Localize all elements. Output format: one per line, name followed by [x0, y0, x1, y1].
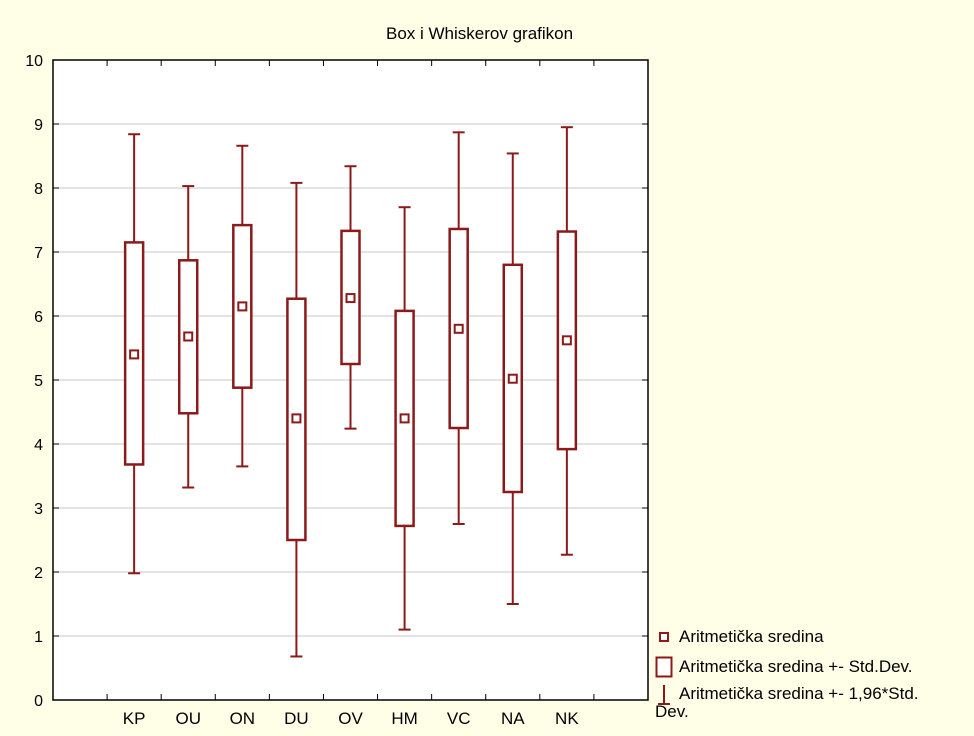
chart-title: Box i Whiskerov grafikon	[386, 24, 574, 43]
y-tick-label: 3	[34, 501, 43, 518]
x-tick-label: OV	[338, 709, 363, 728]
mean-marker-icon	[659, 632, 669, 642]
x-tick-label: NK	[555, 709, 579, 728]
mean-marker	[507, 373, 518, 384]
y-tick-label: 5	[34, 373, 43, 390]
y-tick-label: 6	[34, 309, 43, 326]
x-tick-label: VC	[447, 709, 471, 728]
x-tick-label: DU	[284, 709, 309, 728]
box-marker-icon	[655, 656, 673, 678]
x-tick-label: KP	[123, 709, 146, 728]
mean-marker	[561, 335, 572, 346]
mean-marker	[291, 413, 302, 424]
y-tick-label: 10	[25, 53, 43, 70]
mean-marker	[183, 331, 194, 342]
x-tick-label: ON	[230, 709, 256, 728]
x-tick-label: HM	[391, 709, 417, 728]
legend-item-whisker: Aritmetička sredina +- 1,96*Std.	[655, 683, 919, 705]
x-tick-label: OU	[175, 709, 201, 728]
legend-label-whisker-cont: Dev.	[655, 702, 689, 721]
mean-marker	[345, 293, 356, 304]
x-tick-label: NA	[501, 709, 525, 728]
y-axis: 0 1 2 3 4 5 6 7 8 9 10	[25, 53, 648, 710]
mean-marker	[399, 413, 410, 424]
mean-marker	[129, 349, 140, 360]
legend-label-mean: Aritmetička sredina	[679, 627, 824, 646]
y-tick-label: 7	[34, 245, 43, 262]
whisker-marker-icon	[658, 685, 670, 705]
y-tick-label: 1	[34, 629, 43, 646]
legend-item-box: Aritmetička sredina +- Std.Dev.	[655, 656, 913, 678]
legend-label-whisker: Aritmetička sredina +- 1,96*Std.	[679, 684, 919, 703]
series-marks	[123, 126, 578, 658]
y-tick-label: 2	[34, 565, 43, 582]
legend-item-mean: Aritmetička sredina	[655, 627, 824, 647]
x-axis: KP OU ON DU OV HM VC NA NK	[106, 60, 595, 728]
mean-marker	[453, 323, 464, 334]
legend-label-box: Aritmetička sredina +- Std.Dev.	[679, 657, 913, 676]
y-tick-label: 8	[34, 181, 43, 198]
mean-marker	[237, 301, 248, 312]
y-tick-label: 0	[34, 693, 43, 710]
y-tick-label: 9	[34, 117, 43, 134]
y-tick-label: 4	[34, 437, 43, 454]
